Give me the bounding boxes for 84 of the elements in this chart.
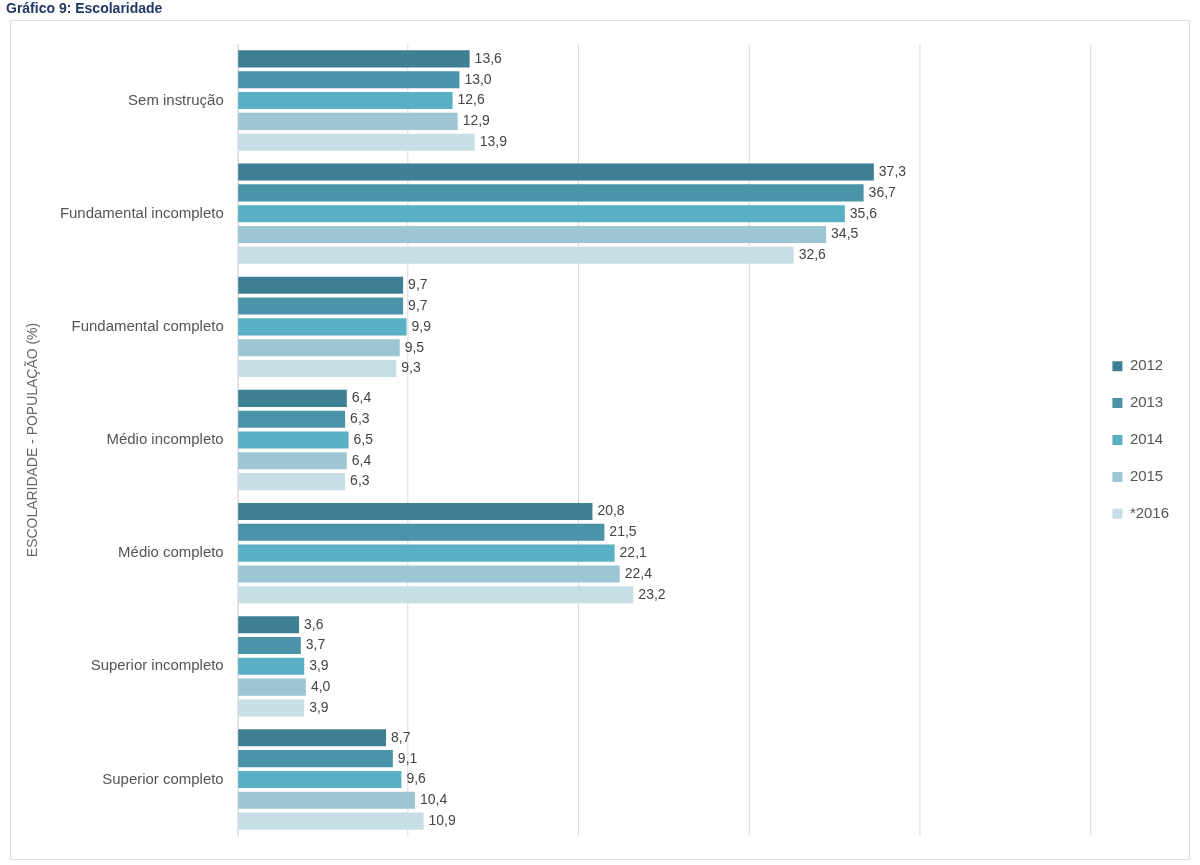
bar [238, 473, 346, 491]
data-label: 13,9 [479, 133, 508, 150]
y-tick-label: Fundamental incompleto [59, 203, 224, 221]
y-tick-label: Sem instrução [128, 90, 224, 108]
data-label: 13,6 [474, 49, 503, 66]
data-label: 6,3 [350, 472, 370, 489]
bar [238, 544, 615, 562]
data-label: 12,9 [462, 112, 491, 129]
bar [238, 636, 301, 655]
data-label: 3,7 [305, 636, 326, 653]
bar [238, 431, 349, 449]
bar [238, 750, 393, 768]
bar [238, 678, 306, 696]
bar [238, 389, 347, 407]
data-label: 22,4 [624, 564, 653, 581]
data-label: 35,6 [849, 204, 878, 221]
y-axis-title: ESCOLARIDADE - POPULAÇÃO (%) [24, 322, 41, 558]
bar [238, 205, 845, 223]
data-label: 37,3 [878, 162, 907, 179]
bar [238, 297, 404, 315]
data-label: 13,0 [464, 70, 492, 87]
bar [238, 318, 407, 336]
data-label: 8,7 [391, 728, 411, 745]
data-label: 36,7 [868, 183, 897, 200]
legend-label: 2015 [1129, 467, 1164, 485]
bar [238, 246, 794, 264]
bar [238, 452, 347, 470]
data-label: 21,5 [609, 523, 637, 540]
y-tick-label: Superior incompleto [90, 656, 224, 674]
bar [238, 502, 593, 521]
data-label: 3,6 [304, 615, 324, 632]
bar [238, 729, 387, 747]
bar [238, 791, 416, 809]
data-label: 9,5 [404, 338, 425, 355]
y-tick-label: Superior completo [102, 769, 224, 787]
y-tick-label: Fundamental completo [71, 316, 224, 334]
data-label: 4,0 [310, 677, 331, 694]
data-label: 32,6 [798, 246, 827, 263]
legend-label: 2012 [1129, 356, 1164, 374]
data-label: 6,4 [351, 451, 372, 468]
bar [238, 359, 397, 378]
bar [238, 812, 424, 830]
bar [238, 586, 634, 604]
bar [238, 616, 300, 634]
data-label: 6,4 [351, 389, 372, 406]
data-label: 22,1 [619, 544, 648, 561]
data-label: 3,9 [309, 698, 329, 715]
bar [238, 523, 605, 541]
legend-label: *2016 [1129, 503, 1169, 521]
bar [238, 112, 458, 130]
y-tick-label: Médio incompleto [106, 430, 224, 448]
data-label: 6,3 [350, 410, 370, 427]
y-tick-label: Médio completo [118, 543, 224, 561]
bar [238, 91, 453, 110]
bar [238, 71, 460, 89]
bar [238, 276, 404, 294]
data-label: 10,4 [420, 791, 448, 808]
data-label: 9,7 [408, 296, 428, 313]
data-label: 12,6 [457, 91, 485, 108]
data-label: 9,7 [408, 276, 428, 293]
bar [238, 163, 874, 181]
bar [238, 657, 305, 675]
legend-label: 2013 [1129, 393, 1164, 411]
data-label: 23,2 [638, 585, 666, 602]
data-label: 9,1 [397, 749, 418, 766]
bar [238, 133, 475, 151]
data-label: 6,5 [353, 430, 374, 447]
data-label: 3,9 [309, 657, 329, 674]
bar [238, 184, 864, 202]
data-label: 20,8 [597, 502, 625, 519]
legend-label: 2014 [1129, 430, 1164, 448]
bar [238, 770, 402, 789]
bar [238, 50, 470, 68]
bar [238, 225, 827, 244]
bar [238, 339, 400, 357]
text: Gráfico 9: Escolaridade [6, 0, 163, 16]
data-label: 34,5 [831, 225, 859, 242]
bar [238, 410, 346, 428]
bar [238, 699, 305, 717]
bar [238, 565, 620, 583]
data-label: 9,6 [406, 770, 427, 787]
data-label: 9,9 [411, 317, 432, 334]
data-label: 9,3 [401, 359, 421, 376]
data-label: 10,9 [428, 811, 456, 828]
